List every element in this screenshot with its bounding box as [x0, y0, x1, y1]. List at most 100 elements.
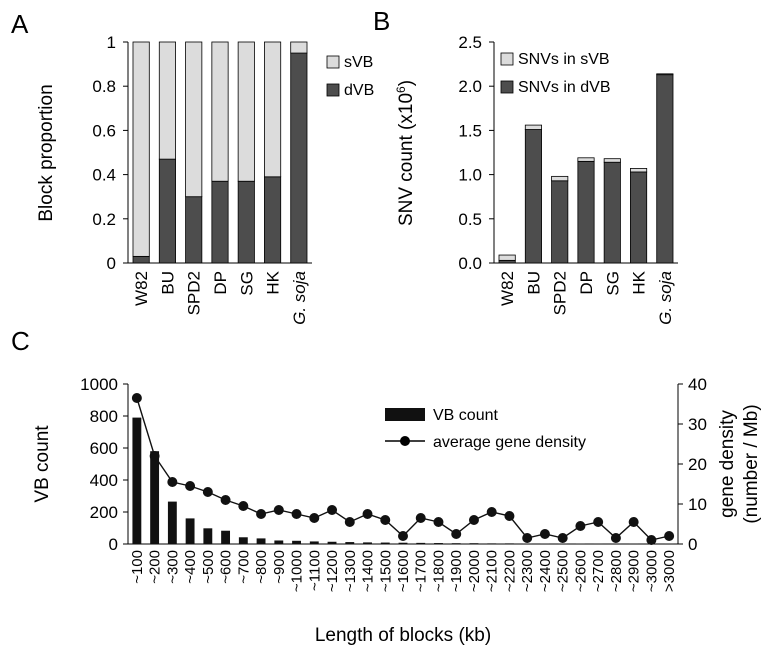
- y-right-tick-label: 0: [688, 535, 697, 554]
- x-tick-label: ~2600: [572, 550, 589, 592]
- y-axis-right-label: gene density: [717, 410, 738, 518]
- point-gene-density: [539, 529, 550, 539]
- x-tick-label: ~1300: [342, 550, 359, 592]
- point-gene-density: [557, 533, 568, 543]
- bar-vb-count: [221, 530, 231, 544]
- x-tick-label: ~400: [182, 550, 199, 584]
- x-tick-label: ~2100: [484, 550, 501, 592]
- bar-vb-count: [451, 543, 461, 544]
- x-tick-label: ~2400: [537, 550, 554, 592]
- x-tick-label: ~300: [164, 550, 181, 584]
- bar-vb-count: [238, 537, 248, 544]
- bar-snvs-in-dvb: [603, 161, 621, 264]
- x-axis-label: Length of blocks (kb): [315, 625, 491, 646]
- x-tick-label: ~900: [271, 550, 288, 584]
- bar-snvs-in-dvb: [524, 129, 542, 264]
- bar-vb-count: [434, 543, 443, 544]
- bar-vb-count: [203, 528, 213, 544]
- y-right-tick-label: 20: [688, 455, 707, 474]
- legend-label: SNVs in sVB: [518, 51, 610, 68]
- x-tick-label: HK: [630, 270, 649, 294]
- x-tick-label: SG: [237, 271, 256, 296]
- x-tick-label: ~2700: [590, 550, 607, 592]
- x-tick-label: ~700: [235, 550, 252, 584]
- point-gene-density: [220, 495, 231, 505]
- legend-label: SNVs in dVB: [518, 79, 610, 96]
- legend-swatch: [500, 52, 514, 66]
- bar-svb: [264, 41, 282, 178]
- point-gene-density: [273, 505, 284, 515]
- bar-dvb: [158, 158, 176, 264]
- point-gene-density: [664, 531, 675, 541]
- y-tick-label: 1.0: [458, 166, 482, 185]
- bar-vb-count: [167, 501, 177, 544]
- panel-label: B: [373, 6, 390, 36]
- x-tick-label: HK: [264, 270, 283, 294]
- bar-snvs-in-dvb: [630, 171, 648, 264]
- x-tick-label: ~1800: [430, 550, 447, 592]
- x-tick-label: ~1400: [360, 550, 377, 592]
- point-gene-density: [593, 517, 604, 527]
- bar-vb-count: [487, 543, 497, 544]
- bar-snvs-in-dvb: [577, 160, 595, 264]
- y-left-tick-label: 1000: [80, 375, 118, 394]
- x-tick-label: ~1000: [289, 550, 306, 592]
- bar-svb: [185, 41, 203, 198]
- legend-label: average gene density: [433, 434, 586, 451]
- point-gene-density: [610, 533, 621, 543]
- panel-label: C: [11, 326, 30, 356]
- y-tick-label: 2.0: [458, 77, 482, 96]
- bar-vb-count: [398, 542, 408, 544]
- y-right-tick-label: 40: [688, 375, 707, 394]
- point-gene-density: [398, 531, 408, 541]
- x-tick-label: ~200: [147, 550, 164, 584]
- bar-dvb: [132, 255, 150, 264]
- point-gene-density: [575, 521, 586, 531]
- bar-vb-count: [274, 540, 284, 544]
- x-tick-label: ~1700: [413, 550, 430, 592]
- x-tick-label: ~2500: [555, 550, 572, 592]
- point-gene-density: [256, 509, 267, 519]
- point-gene-density: [468, 515, 479, 525]
- x-tick-label: ~800: [253, 550, 270, 584]
- y-right-tick-label: 30: [688, 415, 707, 434]
- bar-vb-count: [505, 543, 514, 544]
- bar-vb-count: [292, 540, 301, 544]
- bar-snvs-in-dvb: [656, 74, 674, 264]
- bar-snvs-in-svb: [577, 157, 595, 162]
- point-gene-density: [451, 529, 462, 539]
- y-tick-label: 0.5: [458, 210, 482, 229]
- panel-label: A: [11, 9, 29, 39]
- bar-vb-count: [345, 542, 355, 544]
- bar-svb: [290, 41, 308, 54]
- y-axis-left-label: VB count: [32, 425, 53, 503]
- x-tick-label: W82: [132, 271, 151, 306]
- y-axis-right-label-2: (number / Mb): [741, 404, 762, 523]
- legend-swatch: [500, 80, 514, 94]
- bar-snvs-in-svb: [524, 124, 542, 130]
- bar-snvs-in-svb: [656, 73, 674, 76]
- y-left-tick-label: 0: [109, 535, 118, 554]
- x-tick-label: ~600: [218, 550, 235, 584]
- point-gene-density: [362, 509, 373, 519]
- legend-label: dVB: [344, 82, 374, 99]
- x-tick-label: SPD2: [185, 271, 204, 315]
- bar-svb: [158, 41, 176, 160]
- bar-svb: [211, 41, 229, 182]
- bar-snvs-in-svb: [498, 254, 516, 261]
- legend-swatch: [326, 83, 340, 97]
- y-tick-label: 0: [107, 254, 116, 273]
- x-tick-label: ~1200: [324, 550, 341, 592]
- point-gene-density: [415, 513, 426, 523]
- x-tick-label: SPD2: [551, 271, 570, 315]
- y-tick-label: 0.6: [92, 121, 116, 140]
- point-gene-density: [149, 451, 160, 461]
- y-left-tick-label: 400: [90, 471, 118, 490]
- point-gene-density: [185, 481, 196, 491]
- bar-dvb: [211, 180, 229, 264]
- bar-snvs-in-svb: [551, 175, 569, 182]
- bar-vb-count: [256, 538, 266, 544]
- point-gene-density: [504, 511, 515, 521]
